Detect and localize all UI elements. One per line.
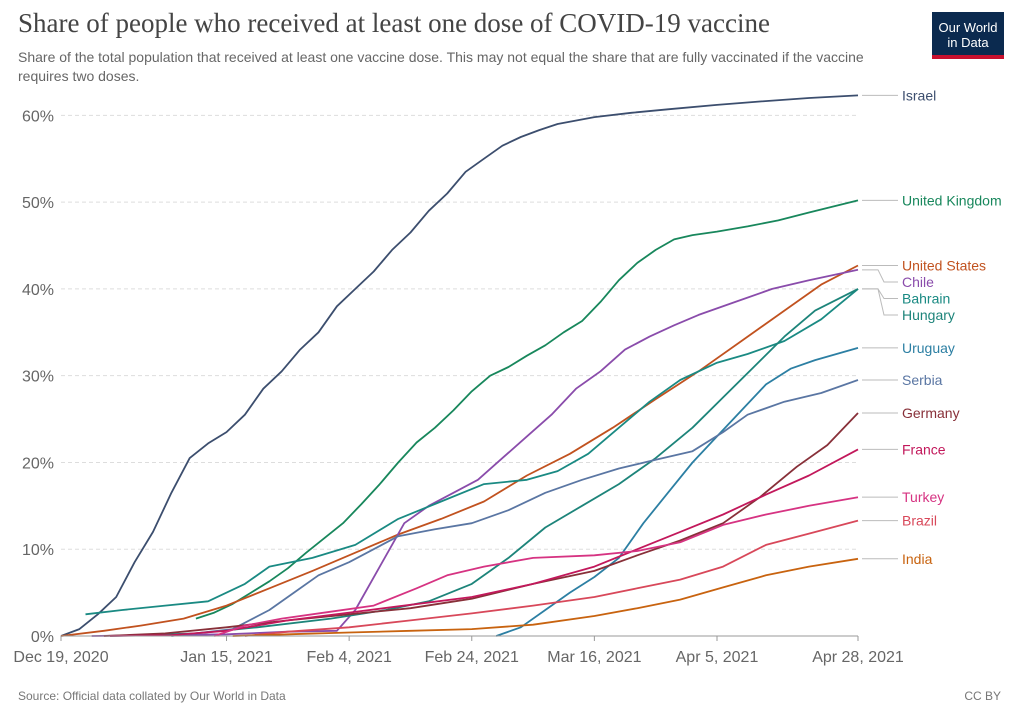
y-tick-label: 40% xyxy=(22,282,54,299)
owid-logo[interactable]: Our World in Data xyxy=(932,12,1004,59)
series-label-united-kingdom[interactable]: United Kingdom xyxy=(902,192,1002,208)
x-tick-label: Dec 19, 2020 xyxy=(13,649,108,666)
series-label-uruguay[interactable]: Uruguay xyxy=(902,340,955,356)
x-tick-label: Jan 15, 2021 xyxy=(180,649,273,666)
y-tick-label: 10% xyxy=(22,542,54,559)
source-note: Source: Official data collated by Our Wo… xyxy=(18,689,286,703)
logo-line-1: Our World xyxy=(938,20,998,35)
series-line-germany[interactable] xyxy=(103,412,859,637)
series-line-serbia[interactable] xyxy=(171,379,859,637)
series-line-hungary[interactable] xyxy=(109,288,859,637)
series-line-turkey[interactable] xyxy=(214,496,859,637)
series-label-brazil[interactable]: Brazil xyxy=(902,513,937,529)
grid-lines xyxy=(61,114,858,550)
x-tick-label: Mar 16, 2021 xyxy=(547,649,641,666)
y-tick-label: 60% xyxy=(22,108,54,125)
x-tick-label: Feb 4, 2021 xyxy=(306,649,392,666)
chart-subtitle: Share of the total population that recei… xyxy=(18,49,864,84)
series-label-serbia[interactable]: Serbia xyxy=(902,372,943,388)
chart-title: Share of people who received at least on… xyxy=(18,8,770,38)
series-label-chile[interactable]: Chile xyxy=(902,274,934,290)
series-label-united-states[interactable]: United States xyxy=(902,257,986,273)
label-connector xyxy=(862,288,898,316)
series-labels: Israel United Kingdom United StatesChileBa… xyxy=(862,87,1002,567)
y-tick-label: 0% xyxy=(31,629,54,646)
series-line-united-kingdom[interactable] xyxy=(195,199,859,620)
y-tick-label: 30% xyxy=(22,369,54,386)
series-label-france[interactable]: France xyxy=(902,441,946,457)
logo-line-2: in Data xyxy=(947,35,989,50)
axes: 0% 10% 20% 30% 40% 50% 60% Dec 19, 2020 Jan 15, … xyxy=(13,108,904,666)
series-label-hungary[interactable]: Hungary xyxy=(902,307,955,323)
series-line-bahrain[interactable] xyxy=(85,288,859,616)
series-lines xyxy=(60,94,859,637)
series-line-united-states[interactable] xyxy=(60,264,859,637)
x-tick-label: Apr 28, 2021 xyxy=(812,649,904,666)
y-tick-label: 50% xyxy=(22,195,54,212)
series-label-turkey[interactable]: Turkey xyxy=(902,489,944,505)
series-line-chile[interactable] xyxy=(91,268,859,637)
series-label-india[interactable]: India xyxy=(902,551,933,567)
series-label-israel[interactable]: Israel xyxy=(902,87,936,103)
license-note[interactable]: CC BY xyxy=(964,689,1001,703)
x-tick-label: Feb 24, 2021 xyxy=(425,649,519,666)
series-label-germany[interactable]: Germany xyxy=(902,405,960,421)
label-connector xyxy=(862,269,898,283)
series-line-brazil[interactable] xyxy=(244,519,859,637)
y-tick-label: 20% xyxy=(22,455,54,472)
x-tick-label: Apr 5, 2021 xyxy=(676,649,759,666)
series-label-bahrain[interactable]: Bahrain xyxy=(902,290,950,306)
series-line-india[interactable] xyxy=(232,557,859,637)
series-line-france[interactable] xyxy=(109,448,859,637)
series-line-israel[interactable] xyxy=(60,94,859,637)
series-line-uruguay[interactable] xyxy=(495,347,859,637)
